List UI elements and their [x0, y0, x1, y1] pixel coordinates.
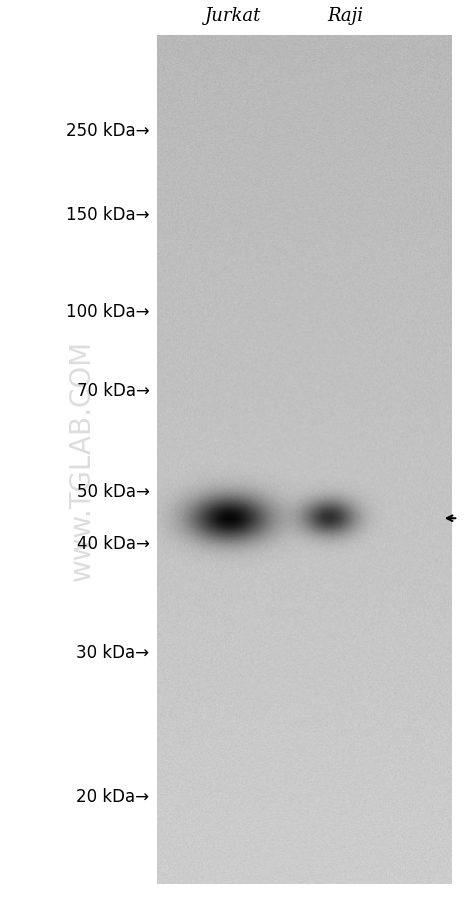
- Text: 100 kDa→: 100 kDa→: [66, 302, 149, 320]
- Text: Raji: Raji: [328, 7, 363, 25]
- Text: 250 kDa→: 250 kDa→: [66, 122, 149, 140]
- Text: www.TGLAB.COM: www.TGLAB.COM: [68, 339, 96, 581]
- Text: 30 kDa→: 30 kDa→: [77, 643, 149, 661]
- Text: 20 kDa→: 20 kDa→: [77, 787, 149, 805]
- Text: 40 kDa→: 40 kDa→: [77, 534, 149, 552]
- Text: 150 kDa→: 150 kDa→: [66, 206, 149, 224]
- Text: Jurkat: Jurkat: [204, 7, 261, 25]
- Text: 50 kDa→: 50 kDa→: [77, 483, 149, 501]
- Text: 70 kDa→: 70 kDa→: [77, 382, 149, 400]
